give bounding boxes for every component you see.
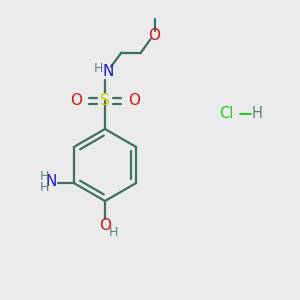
Text: H: H bbox=[109, 226, 118, 239]
Text: H: H bbox=[40, 181, 50, 194]
Text: N: N bbox=[103, 64, 114, 80]
Text: O: O bbox=[148, 28, 160, 44]
Text: O: O bbox=[70, 93, 82, 108]
Text: Cl: Cl bbox=[219, 106, 234, 122]
Text: H: H bbox=[252, 106, 263, 122]
Text: H: H bbox=[94, 62, 103, 76]
Text: O: O bbox=[128, 93, 140, 108]
Text: O: O bbox=[99, 218, 111, 233]
Text: H: H bbox=[40, 170, 50, 183]
Text: S: S bbox=[100, 93, 110, 108]
Text: N: N bbox=[46, 174, 57, 189]
